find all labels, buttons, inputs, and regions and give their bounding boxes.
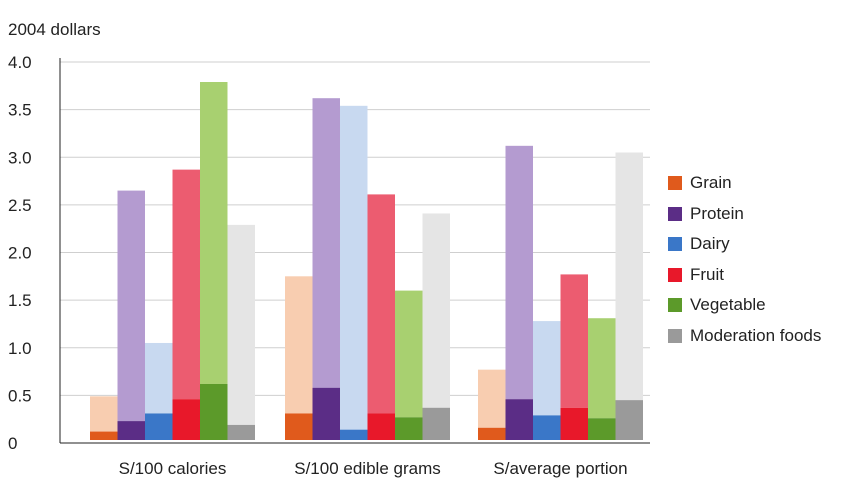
bar-low-protein [117,421,145,440]
y-tick-label: 0 [8,434,17,453]
y-tick-label: 2.5 [8,196,32,215]
legend-item: Vegetable [668,290,821,321]
x-category-label: S/average portion [493,459,627,478]
bar-low-dairy [533,415,561,440]
bar-low-fruit [560,407,588,440]
bar-range-dairy [145,342,173,414]
legend-swatch [668,267,682,282]
legend-swatch [668,328,682,343]
bar-range-moderation-foods [615,152,643,401]
bar-range-fruit [172,169,200,400]
bar-low-moderation-foods [615,400,643,440]
legend-item: Moderation foods [668,321,821,352]
legend-label: Fruit [690,264,724,284]
legend-swatch [668,298,682,313]
bar-range-moderation-foods [422,213,450,408]
y-tick-label: 3.0 [8,148,32,167]
bar-range-protein [312,98,340,388]
bar-low-vegetable [395,417,423,440]
bar-range-protein [505,145,533,400]
legend-item: Grain [668,168,821,199]
bar-low-grain [285,413,313,440]
bar-range-vegetable [588,318,616,419]
bar-range-vegetable [395,290,423,418]
bar-range-grain [285,276,313,414]
bar-low-fruit [367,413,395,440]
bar-range-dairy [340,105,368,430]
y-axis-unit-label: 2004 dollars [8,20,101,39]
y-tick-label: 2.0 [8,244,32,263]
legend-swatch [668,206,682,221]
legend-label: Moderation foods [690,325,822,345]
legend-label: Grain [690,173,732,193]
bar-low-fruit [172,399,200,440]
bar-low-grain [90,431,118,440]
legend-swatch [668,176,682,191]
bar-low-vegetable [588,418,616,440]
legend: Grain Protein Dairy Fruit Vegetable Moderatio… [668,168,821,351]
bar-low-vegetable [200,383,228,440]
legend-label: Vegetable [690,295,766,315]
bar-range-fruit [560,274,588,408]
legend-item: Protein [668,199,821,230]
legend-label: Dairy [690,234,730,254]
bar-low-dairy [340,429,368,440]
bar-low-dairy [145,413,173,440]
bar-range-fruit [367,194,395,414]
y-tick-label: 1.0 [8,339,32,358]
bar-low-moderation-foods [422,407,450,440]
bar-low-moderation-foods [227,424,255,440]
y-tick-label: 0.5 [8,386,32,405]
bar-low-grain [478,427,506,440]
bar-range-protein [117,190,145,422]
legend-swatch [668,237,682,252]
bar-range-moderation-foods [227,224,255,425]
x-category-label: S/100 edible grams [294,459,440,478]
bar-range-grain [478,369,506,428]
legend-label: Protein [690,203,744,223]
y-tick-label: 1.5 [8,291,32,310]
bar-low-protein [312,387,340,440]
x-category-label: S/100 calories [119,459,227,478]
legend-item: Fruit [668,260,821,291]
bar-range-grain [90,396,118,432]
bar-low-protein [505,399,533,440]
bar-range-dairy [533,321,561,416]
y-tick-label: 3.5 [8,101,32,120]
legend-item: Dairy [668,229,821,260]
bar-range-vegetable [200,82,228,384]
y-tick-label: 4.0 [8,53,32,72]
